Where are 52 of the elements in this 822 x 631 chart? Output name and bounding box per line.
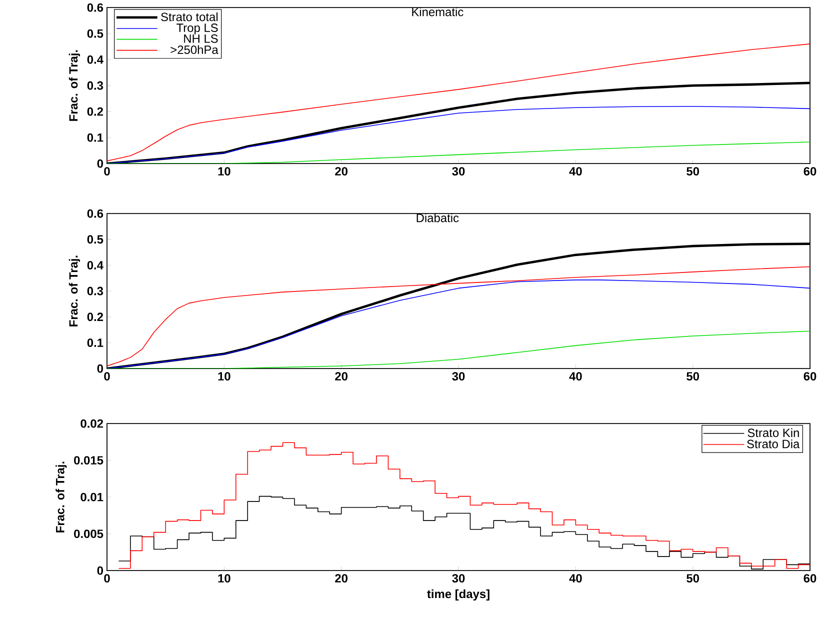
x-tick-label: 20 [335, 574, 348, 583]
y-tick-label: 0.3 [87, 82, 104, 90]
x-tick-label: 30 [452, 372, 465, 381]
y-tick-label: 0.005 [74, 530, 104, 538]
y-tick-label: 0.3 [87, 287, 104, 296]
y-tick-label: 0.4 [87, 56, 104, 64]
x-tick-label: 60 [804, 372, 816, 381]
x-tick-label: 50 [686, 372, 699, 381]
x-tick-label: 10 [218, 372, 230, 381]
x-tick-label: 10 [218, 167, 230, 176]
y-axis-title: Frac. of Traj. [68, 256, 80, 327]
y-tick-label: 0.01 [80, 493, 104, 502]
legend-label: Strato Dia [747, 440, 800, 448]
y-tick-label: 0.4 [87, 261, 104, 270]
y-tick-label: 0.2 [87, 312, 104, 322]
x-tick-label: 40 [569, 167, 582, 176]
legend-label: Strato Kin [748, 428, 799, 438]
x-axis-title: time [days] [427, 590, 490, 601]
y-tick-label: 0.2 [87, 108, 104, 116]
y-tick-label: 0 [97, 160, 103, 168]
y-axis-title: Frac. of Traj. [68, 50, 80, 122]
y-axis-title: Frac. of Traj. [56, 462, 67, 533]
legend-label: >250hPa [170, 45, 218, 54]
x-tick-label: 60 [804, 167, 816, 176]
x-tick-label: 20 [335, 167, 348, 176]
x-tick-label: 40 [569, 372, 582, 381]
chart-title: Kinematic [412, 8, 464, 16]
x-tick-label: 0 [104, 372, 110, 381]
x-tick-label: 60 [804, 574, 816, 583]
x-tick-label: 50 [686, 574, 699, 583]
y-tick-label: 0.1 [87, 134, 104, 142]
y-tick-label: 0.5 [87, 235, 104, 244]
legend-label: Trop LS [176, 24, 218, 35]
y-tick-label: 0.6 [87, 210, 104, 218]
x-tick-label: 50 [686, 167, 699, 176]
x-tick-label: 30 [452, 574, 465, 583]
x-tick-label: 0 [104, 167, 110, 176]
y-tick-label: 0 [97, 566, 103, 575]
x-tick-label: 20 [335, 372, 348, 381]
y-tick-label: 0 [97, 364, 103, 373]
y-tick-label: 0.5 [87, 30, 104, 38]
y-tick-label: 0.1 [87, 338, 104, 348]
x-tick-label: 10 [218, 574, 230, 583]
legend-label: NH LS [184, 34, 218, 44]
x-tick-label: 40 [569, 574, 582, 583]
x-tick-label: 30 [452, 167, 465, 176]
chart-title: Diabatic [416, 214, 459, 222]
x-tick-label: 0 [104, 574, 110, 583]
y-tick-label: 0.6 [87, 4, 104, 12]
y-tick-label: 0.015 [74, 456, 104, 465]
y-tick-label: 0.02 [80, 420, 104, 428]
legend-label: Strato total [161, 12, 218, 22]
